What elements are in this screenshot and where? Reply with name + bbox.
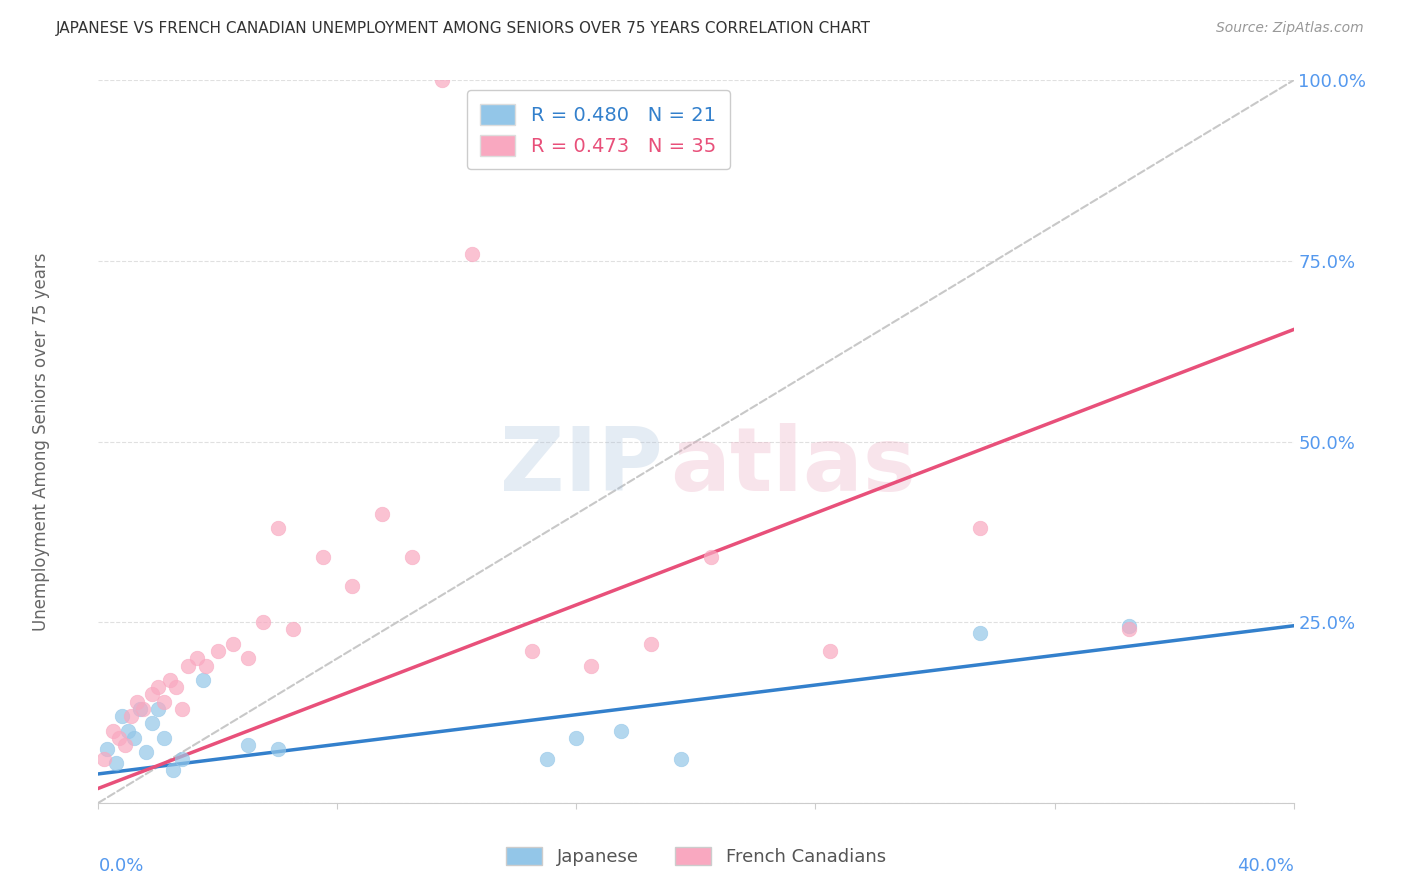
- Point: [430, 73, 453, 87]
- Text: 0.0%: 0.0%: [98, 857, 143, 875]
- Point: [581, 658, 603, 673]
- Point: [159, 673, 181, 687]
- Point: [148, 702, 170, 716]
- Point: [153, 695, 176, 709]
- Point: [342, 579, 364, 593]
- Point: [114, 738, 136, 752]
- Text: 40.0%: 40.0%: [1237, 857, 1294, 875]
- Point: [141, 716, 163, 731]
- Point: [108, 731, 131, 745]
- Point: [105, 756, 128, 770]
- Point: [1118, 619, 1140, 633]
- Point: [267, 521, 290, 535]
- Point: [165, 680, 187, 694]
- Point: [236, 651, 259, 665]
- Point: [969, 521, 991, 535]
- Point: [281, 623, 304, 637]
- Point: [700, 550, 723, 565]
- Point: [669, 752, 692, 766]
- Point: [177, 658, 200, 673]
- Point: [195, 658, 218, 673]
- Point: [120, 709, 142, 723]
- Point: [371, 507, 394, 521]
- Point: [172, 702, 194, 716]
- Point: [103, 723, 125, 738]
- Point: [148, 680, 170, 694]
- Point: [93, 752, 115, 766]
- Text: atlas: atlas: [669, 424, 915, 510]
- Point: [610, 723, 633, 738]
- Point: [820, 644, 842, 658]
- Point: [207, 644, 229, 658]
- Point: [117, 723, 139, 738]
- Point: [141, 687, 163, 701]
- Point: [401, 550, 423, 565]
- Point: [186, 651, 208, 665]
- Point: [172, 752, 194, 766]
- Legend: Japanese, French Canadians: Japanese, French Canadians: [499, 839, 893, 873]
- Point: [124, 731, 146, 745]
- Point: [191, 673, 214, 687]
- Point: [640, 637, 662, 651]
- Point: [252, 615, 274, 630]
- Point: [565, 731, 588, 745]
- Point: [236, 738, 259, 752]
- Point: [969, 626, 991, 640]
- Point: [222, 637, 245, 651]
- Point: [132, 702, 155, 716]
- Point: [129, 702, 152, 716]
- Text: Unemployment Among Seniors over 75 years: Unemployment Among Seniors over 75 years: [32, 252, 51, 631]
- Text: JAPANESE VS FRENCH CANADIAN UNEMPLOYMENT AMONG SENIORS OVER 75 YEARS CORRELATION: JAPANESE VS FRENCH CANADIAN UNEMPLOYMENT…: [56, 21, 872, 37]
- Point: [461, 246, 484, 260]
- Point: [111, 709, 134, 723]
- Point: [311, 550, 333, 565]
- Point: [520, 644, 543, 658]
- Point: [127, 695, 149, 709]
- Point: [96, 741, 118, 756]
- Point: [162, 764, 184, 778]
- Point: [536, 752, 558, 766]
- Point: [153, 731, 176, 745]
- Point: [267, 741, 290, 756]
- Text: Source: ZipAtlas.com: Source: ZipAtlas.com: [1216, 21, 1364, 36]
- Point: [135, 745, 157, 759]
- Point: [1118, 623, 1140, 637]
- Text: ZIP: ZIP: [499, 424, 662, 510]
